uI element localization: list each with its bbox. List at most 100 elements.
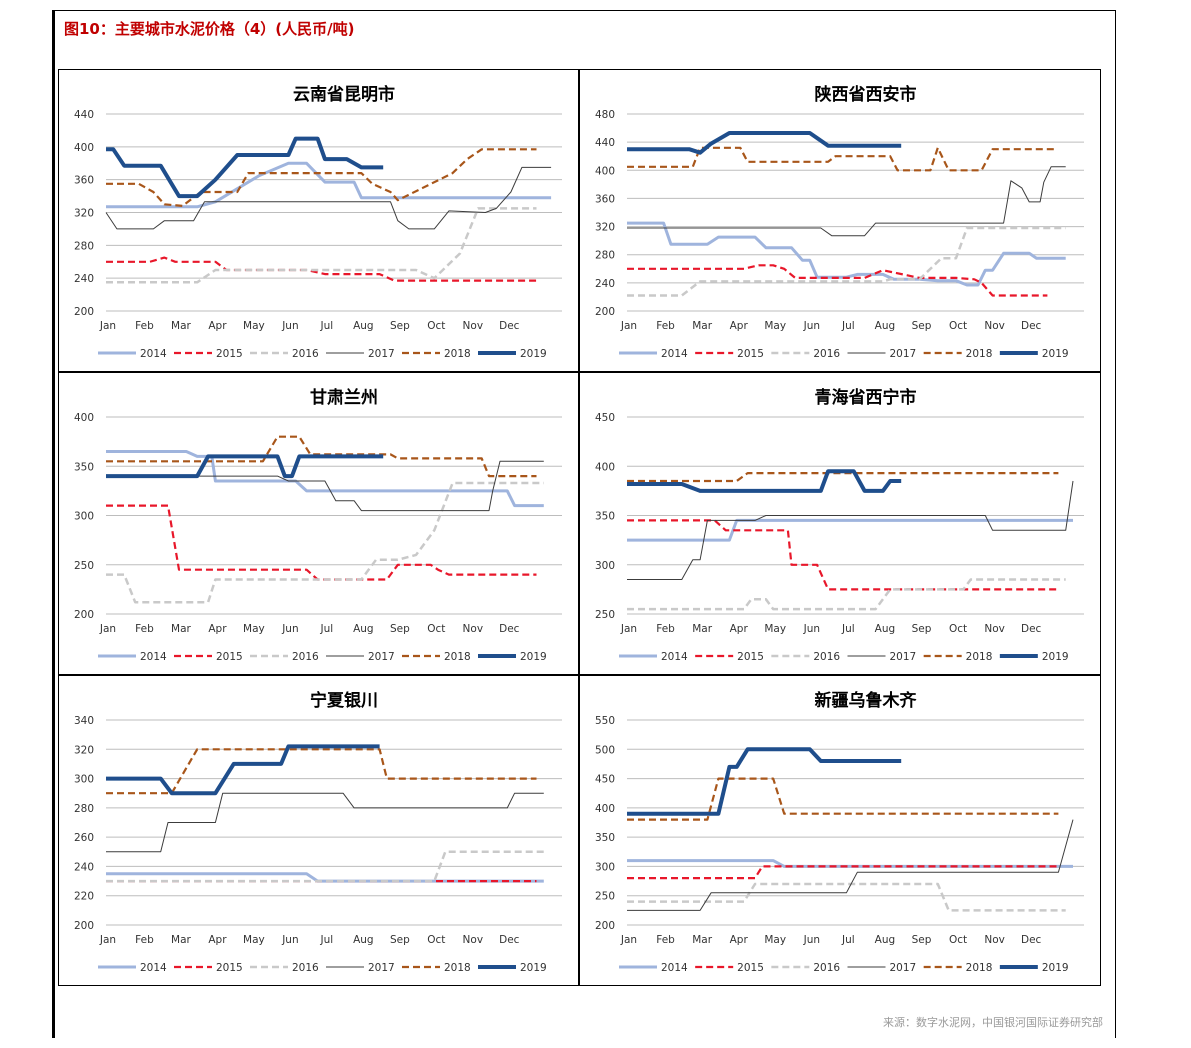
legend-label: 2018 xyxy=(444,348,471,360)
chart-title: 宁夏银川 xyxy=(310,690,378,711)
series-line-2018 xyxy=(106,748,537,795)
series-line-2017 xyxy=(627,480,1074,580)
y-tick-label: 550 xyxy=(595,715,615,727)
y-tick-label: 220 xyxy=(74,891,94,903)
legend-label: 2017 xyxy=(368,651,395,663)
x-tick-label: Sep xyxy=(912,320,932,332)
series-line-2015 xyxy=(627,519,1059,591)
x-tick-label: Apr xyxy=(730,320,749,332)
y-tick-label: 250 xyxy=(595,609,615,621)
x-tick-label: Apr xyxy=(730,623,749,635)
x-tick-label: Oct xyxy=(949,320,967,332)
chart-svg-lanzhou: 甘肃兰州 200 250 300 350 400 Jan Feb Mar Apr May Jun Jul… xyxy=(74,387,562,663)
chart-svg-xian: 陕西省西安市 200 240 280 320 360 400 440 480 Jan Feb Mar A… xyxy=(595,84,1084,360)
chart-panel-yinchuan: 宁夏银川 200 220 240 260 280 300 320 340 Jan Feb Mar Apr… xyxy=(58,675,579,986)
series-line-2017 xyxy=(627,819,1074,911)
series-line-2018 xyxy=(106,148,537,207)
x-tick-label: Mar xyxy=(171,320,191,332)
y-tick-label: 400 xyxy=(74,142,94,154)
x-tick-label: Jun xyxy=(281,320,298,332)
legend-label: 2015 xyxy=(737,348,764,360)
x-tick-label: Aug xyxy=(875,623,896,635)
figure-title: 图10：主要城市水泥价格（4）(人民币/吨) xyxy=(64,20,355,38)
y-tick-label: 250 xyxy=(595,891,615,903)
x-tick-label: Aug xyxy=(875,320,896,332)
x-tick-label: Aug xyxy=(353,320,374,332)
x-tick-label: May xyxy=(243,934,265,946)
legend-label: 2019 xyxy=(1042,962,1069,974)
x-tick-label: Jan xyxy=(99,320,116,332)
x-tick-label: Mar xyxy=(692,320,712,332)
series-line-2016 xyxy=(627,578,1066,611)
series-line-2016 xyxy=(106,207,537,284)
y-tick-label: 360 xyxy=(74,175,94,187)
legend-label: 2019 xyxy=(520,348,547,360)
x-tick-label: Jan xyxy=(99,934,116,946)
x-tick-label: Jul xyxy=(841,623,855,635)
x-tick-label: Sep xyxy=(912,934,932,946)
x-tick-label: Apr xyxy=(730,934,749,946)
legend-label: 2016 xyxy=(292,348,319,360)
series-line-2018 xyxy=(627,777,1059,821)
x-tick-label: Oct xyxy=(949,623,967,635)
legend-label: 2017 xyxy=(890,348,917,360)
x-tick-label: Dec xyxy=(499,320,520,332)
chart-title: 新疆乌鲁木齐 xyxy=(815,690,918,711)
y-tick-label: 400 xyxy=(74,412,94,424)
legend-label: 2014 xyxy=(661,651,688,663)
y-tick-label: 450 xyxy=(595,412,615,424)
x-tick-label: Jun xyxy=(803,623,820,635)
series-line-2016 xyxy=(627,226,1066,297)
x-tick-label: Jun xyxy=(281,623,298,635)
series-line-2016 xyxy=(106,850,544,883)
x-tick-label: Dec xyxy=(1021,320,1042,332)
y-tick-label: 400 xyxy=(595,165,615,177)
series-line-2019 xyxy=(627,469,902,493)
x-tick-label: Sep xyxy=(390,623,410,635)
legend-label: 2017 xyxy=(368,348,395,360)
x-tick-label: Dec xyxy=(1021,623,1042,635)
x-tick-label: Apr xyxy=(208,623,227,635)
x-tick-label: May xyxy=(764,623,786,635)
series-line-2018 xyxy=(627,471,1059,483)
series-line-2014 xyxy=(106,161,552,209)
legend-label: 2019 xyxy=(1042,651,1069,663)
y-tick-label: 300 xyxy=(595,861,615,873)
x-tick-label: Nov xyxy=(984,934,1005,946)
series-line-2015 xyxy=(627,865,1059,880)
series-line-2014 xyxy=(106,450,544,508)
chart-panel-kunming: 云南省昆明市 200 240 280 320 360 400 440 Jan Feb Mar Apr M… xyxy=(58,69,579,372)
y-tick-label: 480 xyxy=(595,109,615,121)
x-tick-label: Dec xyxy=(1021,934,1042,946)
legend-label: 2016 xyxy=(292,962,319,974)
legend-label: 2019 xyxy=(520,962,547,974)
y-tick-label: 200 xyxy=(74,306,94,318)
legend-label: 2018 xyxy=(444,962,471,974)
y-tick-label: 500 xyxy=(595,744,615,756)
legend-label: 2019 xyxy=(520,651,547,663)
x-tick-label: Dec xyxy=(499,623,520,635)
legend-label: 2014 xyxy=(140,651,167,663)
series-line-2017 xyxy=(106,792,544,853)
x-tick-label: Feb xyxy=(656,320,675,332)
chart-title: 陕西省西安市 xyxy=(815,84,917,105)
legend-label: 2014 xyxy=(140,348,167,360)
legend-label: 2016 xyxy=(813,348,840,360)
y-tick-label: 200 xyxy=(74,609,94,621)
x-tick-label: May xyxy=(243,320,265,332)
series-line-2019 xyxy=(106,454,384,479)
series-line-2017 xyxy=(627,166,1066,237)
y-tick-label: 440 xyxy=(595,137,615,149)
legend-label: 2017 xyxy=(890,651,917,663)
x-tick-label: May xyxy=(764,934,786,946)
chart-svg-yinchuan: 宁夏银川 200 220 240 260 280 300 320 340 Jan Feb Mar Apr… xyxy=(74,690,562,974)
series-line-2016 xyxy=(106,481,544,604)
y-tick-label: 320 xyxy=(74,744,94,756)
series-line-2019 xyxy=(106,744,380,796)
series-line-2019 xyxy=(627,131,902,155)
x-tick-label: Jun xyxy=(803,934,820,946)
x-tick-label: Sep xyxy=(912,623,932,635)
y-tick-label: 280 xyxy=(595,250,615,262)
legend-label: 2015 xyxy=(216,651,243,663)
chart-title: 云南省昆明市 xyxy=(293,84,395,105)
